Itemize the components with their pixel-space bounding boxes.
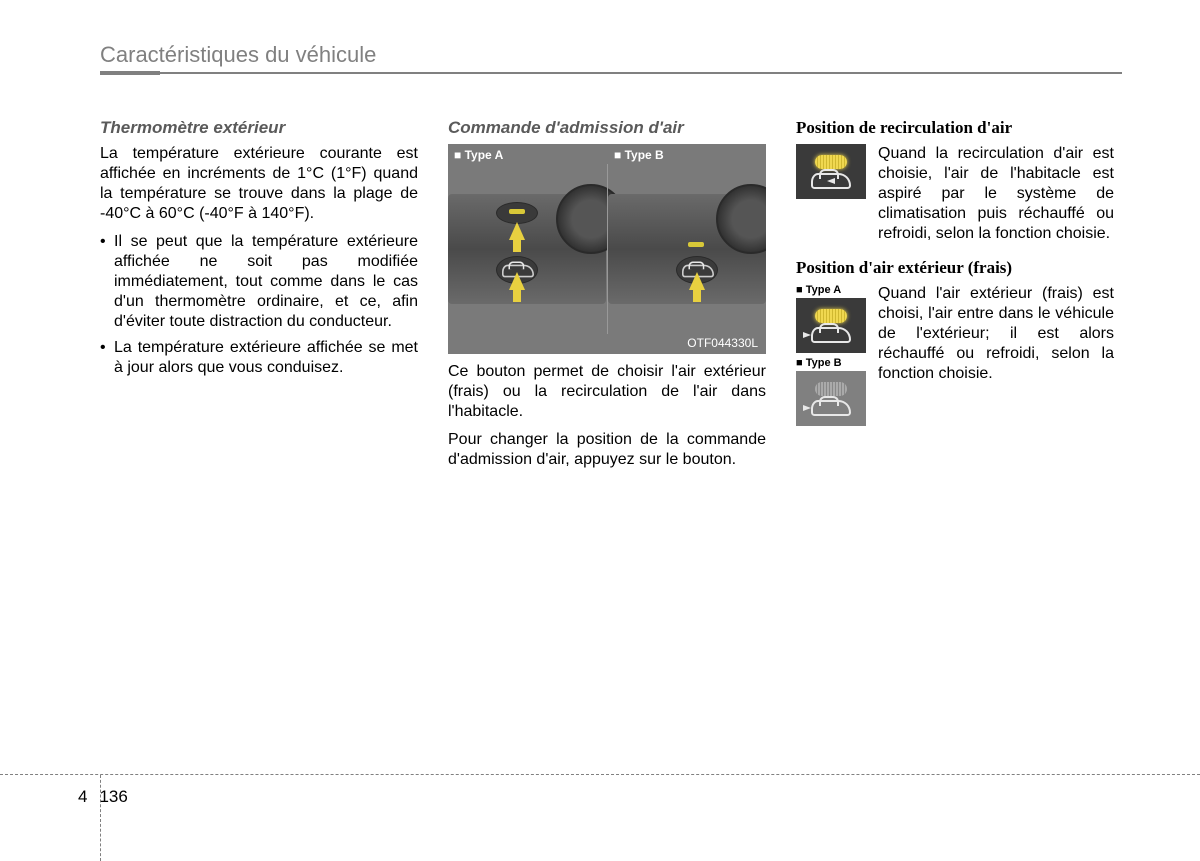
recirc-icon-box	[796, 144, 866, 199]
grille-icon	[815, 309, 847, 323]
fresh-label-b: ■ Type B	[796, 357, 866, 369]
dashboard-panel-a	[448, 194, 606, 304]
recirc-row: Quand la recirculation d'air est choisie…	[796, 144, 1114, 244]
arrow-icon	[509, 272, 525, 290]
thermometer-paragraph: La température extérieure courante est a…	[100, 144, 418, 224]
fresh-row: ■ Type A ■ Type B Quand l'air extérieur …	[796, 284, 1114, 426]
fresh-arrow-icon	[803, 332, 811, 338]
air-intake-figure: ■ Type A ■ Type B OTF044330L	[448, 144, 766, 354]
footer-chapter: 4	[78, 787, 93, 807]
page-header: Caractéristiques du véhicule	[100, 42, 1122, 74]
arrow-icon	[509, 222, 525, 240]
dial-b	[716, 184, 766, 254]
car-icon	[811, 400, 851, 416]
fresh-arrow-icon	[803, 405, 811, 411]
thermometer-title: Thermomètre extérieur	[100, 118, 418, 138]
dashboard-panel-b	[608, 194, 766, 304]
fresh-label-a: ■ Type A	[796, 284, 866, 296]
figure-code: OTF044330L	[687, 336, 758, 350]
footer-page: 136	[93, 787, 127, 807]
fresh-position-title: Position d'air extérieur (frais)	[796, 258, 1114, 278]
column-positions: Position de recirculation d'air Quand la…	[796, 118, 1114, 478]
fresh-icon-box-a	[796, 298, 866, 353]
recirc-text: Quand la recirculation d'air est choisie…	[878, 144, 1114, 244]
header-rule	[100, 72, 1122, 74]
fresh-text: Quand l'air extérieur (frais) est choisi…	[878, 284, 1114, 384]
content: Thermomètre extérieur La température ext…	[100, 118, 1122, 478]
fresh-icon-box-b	[796, 371, 866, 426]
fresh-icon-stack: ■ Type A ■ Type B	[796, 284, 866, 426]
car-icon	[811, 327, 851, 343]
led-indicator-a-top	[509, 209, 525, 214]
footer-page-number: 4 136	[78, 787, 128, 807]
air-intake-paragraph-2: Pour changer la position de la commande …	[448, 430, 766, 470]
air-intake-title: Commande d'admission d'air	[448, 118, 766, 138]
car-icon	[811, 173, 851, 189]
column-air-intake: Commande d'admission d'air ■ Type A ■ Ty…	[448, 118, 766, 478]
header-title: Caractéristiques du véhicule	[100, 42, 1122, 72]
page-footer: 4 136	[0, 774, 1200, 775]
thermometer-bullet-2: La température extérieure affichée se me…	[100, 338, 418, 378]
led-indicator-b	[688, 242, 704, 247]
grille-icon	[815, 155, 847, 169]
figure-label-type-b: ■ Type B	[614, 148, 664, 162]
air-intake-paragraph-1: Ce bouton permet de choisir l'air extéri…	[448, 362, 766, 422]
grille-icon	[815, 382, 847, 396]
figure-label-type-a: ■ Type A	[454, 148, 503, 162]
thermometer-bullet-1: Il se peut que la température extérieure…	[100, 232, 418, 332]
recirc-position-title: Position de recirculation d'air	[796, 118, 1114, 138]
column-thermometer: Thermomètre extérieur La température ext…	[100, 118, 418, 478]
arrow-icon	[689, 272, 705, 290]
recirc-arrow-icon	[827, 178, 835, 184]
